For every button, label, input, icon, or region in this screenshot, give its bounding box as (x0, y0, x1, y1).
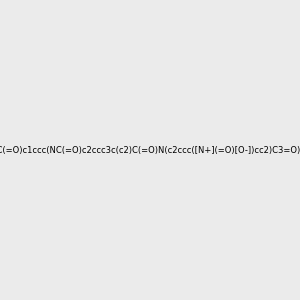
Text: COC(=O)c1ccc(NC(=O)c2ccc3c(c2)C(=O)N(c2ccc([N+](=O)[O-])cc2)C3=O)cc1: COC(=O)c1ccc(NC(=O)c2ccc3c(c2)C(=O)N(c2c… (0, 146, 300, 154)
